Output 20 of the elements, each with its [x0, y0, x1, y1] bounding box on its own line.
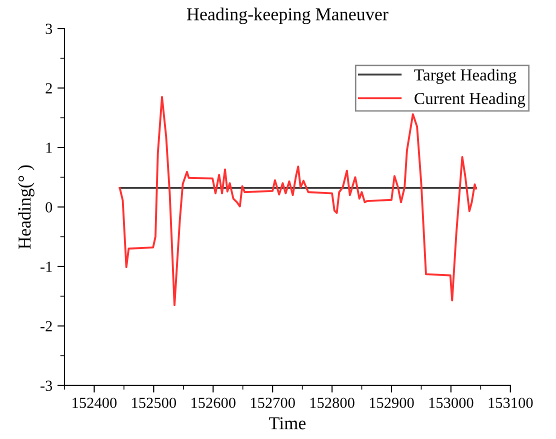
y-tick-label: -3 [40, 380, 52, 391]
y-tick-label: 2 [46, 83, 52, 94]
x-tick-label: 152600 [192, 398, 236, 408]
y-axis-title: Heading(° ) [18, 165, 34, 249]
x-axis-title: Time [269, 417, 306, 430]
chart-title: Heading-keeping Maneuver [186, 8, 388, 24]
x-tick-label: 152700 [251, 398, 295, 408]
legend-label: Target Heading [414, 68, 516, 84]
y-tick-label: -2 [40, 321, 52, 332]
y-tick-label: 0 [46, 202, 52, 212]
x-tick-label: 153000 [429, 398, 474, 408]
legend-label: Current Heading [414, 92, 526, 108]
y-tick-label: -1 [40, 262, 52, 272]
x-tick-label: 152500 [132, 398, 176, 408]
y-tick-label: 1 [46, 142, 52, 153]
y-tick-label: 3 [46, 24, 52, 34]
x-tick-label: 152800 [310, 398, 354, 408]
x-tick-label: 152400 [72, 398, 117, 408]
x-tick-label: 153100 [488, 398, 533, 408]
x-tick-label: 152900 [370, 398, 414, 408]
